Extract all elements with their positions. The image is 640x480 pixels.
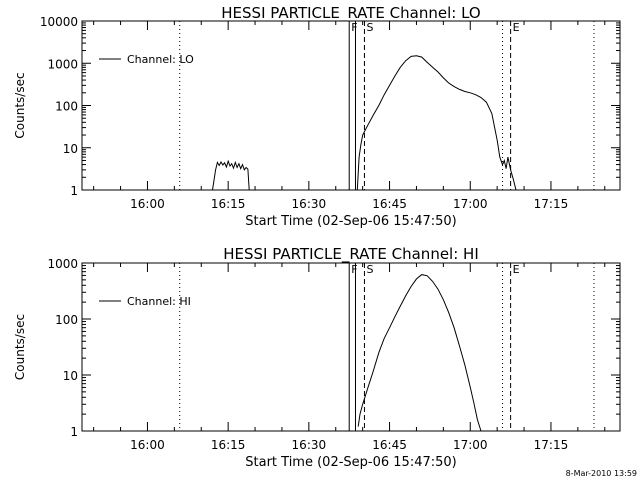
legend-label: Channel: HI <box>127 295 191 308</box>
x-tick-label: 16:00 <box>130 197 165 211</box>
x-tick-label: 16:30 <box>292 438 327 452</box>
timestamp-stamp: 8-Mar-2010 13:59 <box>566 469 637 478</box>
x-tick-label: 16:45 <box>372 438 407 452</box>
y-axis-label: Counts/sec <box>13 72 27 138</box>
marker-label: E <box>513 21 520 34</box>
y-tick-label: 1000 <box>47 57 78 71</box>
x-tick-label: 17:00 <box>453 197 488 211</box>
x-tick-label: 16:15 <box>211 438 246 452</box>
y-tick-label: 1 <box>70 184 78 198</box>
series-line <box>357 274 482 432</box>
chart-title: HESSI PARTICLE_RATE Channel: LO <box>221 4 480 23</box>
series-line <box>356 55 517 191</box>
y-tick-label: 10000 <box>40 15 78 29</box>
chart-panel-1: HESSI PARTICLE_RATE Channel: LO Start Tim… <box>13 4 621 229</box>
y-tick-label: 1000 <box>47 257 78 271</box>
x-axis-label: Start Time (02-Sep-06 15:47:50) <box>245 214 456 229</box>
x-axis-label: Start Time (02-Sep-06 15:47:50) <box>245 455 456 470</box>
marker-label: F <box>351 21 357 34</box>
x-tick-label: 17:00 <box>453 438 488 452</box>
x-tick-label: 16:15 <box>211 197 246 211</box>
y-tick-label: 1 <box>70 425 78 439</box>
marker-label: S <box>366 263 373 276</box>
series-line <box>212 159 250 191</box>
x-tick-label: 16:00 <box>130 438 165 452</box>
y-tick-label: 100 <box>55 100 78 114</box>
y-tick-label: 10 <box>63 142 78 156</box>
x-tick-label: 17:15 <box>534 197 569 211</box>
x-tick-label: 16:45 <box>372 197 407 211</box>
y-tick-label: 10 <box>63 369 78 383</box>
x-tick-label: 16:30 <box>292 197 327 211</box>
marker-label: S <box>366 21 373 34</box>
chart-panel-2: HESSI PARTICLE_RATE Channel: HI Start Tim… <box>13 245 621 470</box>
x-tick-label: 17:15 <box>534 438 569 452</box>
y-tick-label: 100 <box>55 313 78 327</box>
legend-label: Channel: LO <box>127 53 194 66</box>
chart-title: HESSI PARTICLE_RATE Channel: HI <box>223 245 479 264</box>
marker-label: E <box>513 263 520 276</box>
plot-frame <box>81 20 621 191</box>
marker-label: F <box>351 263 357 276</box>
plot-frame <box>81 262 621 432</box>
y-axis-label: Counts/sec <box>13 314 27 380</box>
